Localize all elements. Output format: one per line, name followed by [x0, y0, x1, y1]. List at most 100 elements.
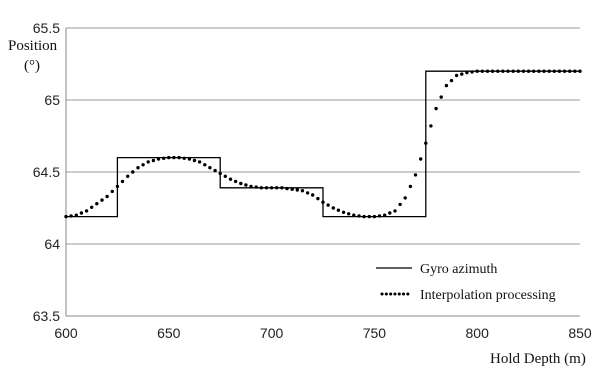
interpolation-point [249, 185, 252, 188]
interpolation-point [388, 211, 391, 214]
interpolation-point [172, 156, 175, 159]
interpolation-point [306, 191, 309, 194]
interpolation-point [337, 209, 340, 212]
interpolation-point [95, 202, 98, 205]
interpolation-point [486, 70, 489, 73]
interpolation-point [465, 71, 468, 74]
interpolation-point [136, 166, 139, 169]
interpolation-point [131, 170, 134, 173]
interpolation-point [352, 214, 355, 217]
interpolation-point [316, 197, 319, 200]
x-tick-label: 800 [466, 325, 490, 341]
interpolation-point [177, 156, 180, 159]
interpolation-point [512, 70, 515, 73]
interpolation-point [440, 95, 443, 98]
interpolation-point [368, 215, 371, 218]
interpolation-point [491, 70, 494, 73]
y-axis-title-line2: (°) [24, 58, 40, 74]
x-tick-label: 650 [157, 325, 181, 341]
interpolation-point [260, 186, 263, 189]
interpolation-point [193, 159, 196, 162]
interpolation-point [100, 198, 103, 201]
interpolation-point [162, 157, 165, 160]
interpolation-point [424, 142, 427, 145]
x-axis-title: Hold Depth (m) [490, 351, 586, 367]
interpolation-point [167, 156, 170, 159]
interpolation-point [568, 70, 571, 73]
interpolation-point [239, 182, 242, 185]
interpolation-point [326, 203, 329, 206]
interpolation-point [527, 70, 530, 73]
interpolation-point [409, 185, 412, 188]
interpolation-point [542, 70, 545, 73]
x-tick-label: 700 [260, 325, 284, 341]
interpolation-point [553, 70, 556, 73]
interpolation-point [121, 180, 124, 183]
interpolation-point [90, 206, 93, 209]
interpolation-point [213, 169, 216, 172]
interpolation-point [573, 70, 576, 73]
interpolation-point [414, 173, 417, 176]
interpolation-point [321, 201, 324, 204]
interpolation-point [434, 107, 437, 110]
interpolation-point [419, 157, 422, 160]
interpolation-point [537, 70, 540, 73]
interpolation-point [105, 195, 108, 198]
interpolation-point [208, 166, 211, 169]
interpolation-point [476, 70, 479, 73]
interpolation-point [378, 214, 381, 217]
interpolation-point [404, 196, 407, 199]
x-tick-label: 600 [54, 325, 78, 341]
interpolation-point [188, 157, 191, 160]
y-tick-label: 65 [44, 92, 60, 108]
interpolation-point [270, 186, 273, 189]
interpolation-point [147, 160, 150, 163]
interpolation-point [532, 70, 535, 73]
interpolation-point [517, 70, 520, 73]
interpolation-point [301, 189, 304, 192]
interpolation-point [126, 175, 129, 178]
interpolation-point [455, 74, 458, 77]
y-tick-label: 65.5 [33, 20, 60, 36]
interpolation-point [255, 185, 258, 188]
interpolation-point [342, 211, 345, 214]
interpolation-point [347, 212, 350, 215]
interpolation-point [393, 209, 396, 212]
legend-label-gyro-azimuth: Gyro azimuth [420, 262, 497, 277]
y-tick-label: 64.5 [33, 164, 60, 180]
interpolation-point [357, 214, 360, 217]
interpolation-point [116, 185, 119, 188]
interpolation-point [198, 160, 201, 163]
interpolation-point [152, 159, 155, 162]
interpolation-point [460, 72, 463, 75]
x-tick-label: 850 [568, 325, 592, 341]
x-tick-label: 750 [363, 325, 387, 341]
interpolation-point [548, 70, 551, 73]
interpolation-point [275, 186, 278, 189]
interpolation-point [224, 175, 227, 178]
interpolation-point [80, 211, 83, 214]
interpolation-point [219, 172, 222, 175]
interpolation-point [280, 186, 283, 189]
interpolation-point [311, 193, 314, 196]
interpolation-point [496, 70, 499, 73]
interpolation-point [265, 186, 268, 189]
interpolation-point [578, 70, 581, 73]
interpolation-point [141, 163, 144, 166]
interpolation-point [383, 214, 386, 217]
interpolation-point [157, 157, 160, 160]
interpolation-point [445, 84, 448, 87]
interpolation-point [183, 157, 186, 160]
interpolation-point [234, 180, 237, 183]
interpolation-point [481, 70, 484, 73]
interpolation-point [558, 70, 561, 73]
interpolation-point [563, 70, 566, 73]
interpolation-point [522, 70, 525, 73]
y-tick-label: 63.5 [33, 308, 60, 324]
y-tick-label: 64 [44, 236, 60, 252]
interpolation-point [203, 163, 206, 166]
interpolation-point [429, 124, 432, 127]
interpolation-point [296, 188, 299, 191]
